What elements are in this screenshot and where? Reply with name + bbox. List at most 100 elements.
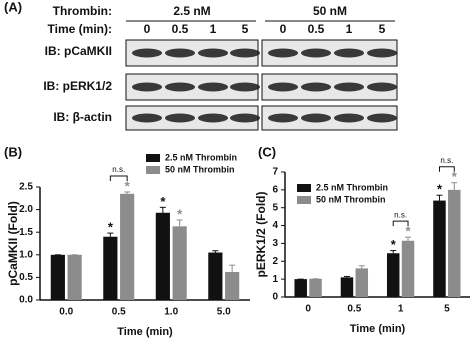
bar (355, 268, 369, 297)
time-label: 1 (346, 22, 353, 36)
significance-marker: * (125, 178, 131, 193)
time-label: 5 (379, 22, 386, 36)
blot-band (367, 48, 397, 58)
significance-marker: * (405, 224, 411, 239)
y-tick-label: 2.0 (19, 204, 33, 215)
bar (172, 226, 187, 300)
blot-band (132, 113, 162, 123)
time-label: 0 (144, 22, 151, 36)
y-tick-label: 0 (272, 292, 278, 303)
legend-label: 2.5 nM Thrombin (316, 182, 388, 192)
x-tick-label: 0.0 (59, 307, 73, 318)
panel-label: (A) (4, 0, 22, 14)
blot-band (165, 113, 195, 123)
bracket-label: n.s. (394, 210, 407, 219)
significance-marker: * (437, 182, 443, 197)
y-tick-label: 0.0 (19, 295, 33, 306)
blot-band (301, 113, 331, 123)
blot-band (230, 48, 260, 58)
bar (309, 278, 322, 297)
legend-label: 2.5 nM Thrombin (165, 152, 237, 162)
blot-band (268, 113, 298, 123)
blot-band (132, 48, 162, 58)
significance-marker: * (177, 206, 183, 221)
y-tick-label: 4 (272, 220, 278, 231)
blot-band (198, 113, 228, 123)
time-label: Time (min): (48, 22, 112, 36)
bracket-label: n.s. (112, 165, 125, 174)
blot-band (301, 82, 331, 92)
bar (225, 271, 240, 300)
y-axis-label: pCaMKII (Fold) (6, 201, 20, 286)
significance-marker: * (108, 220, 114, 235)
y-tick-label: 5 (272, 202, 278, 213)
row-label: IB: β-actin (53, 110, 112, 124)
blot-band (132, 82, 162, 92)
y-tick-label: 1.5 (19, 227, 33, 238)
y-tick-label: 6 (272, 184, 278, 195)
time-label: 0.5 (308, 22, 325, 36)
bar (50, 254, 65, 300)
time-label: 1 (210, 22, 217, 36)
blot-band (301, 48, 331, 58)
x-tick-label: 5.0 (217, 307, 231, 318)
row-label: IB: pERK1/2 (43, 79, 112, 93)
significance-marker: * (391, 237, 397, 252)
blot-band (230, 113, 260, 123)
bar (120, 193, 135, 300)
bar (208, 252, 223, 300)
blot-band (334, 113, 364, 123)
dose-label: 50 nM (313, 4, 347, 18)
legend-swatch (297, 184, 311, 192)
chart-title: (C) (258, 144, 276, 159)
bracket (392, 220, 409, 227)
blot-band (334, 82, 364, 92)
bar (103, 236, 118, 300)
y-axis-label: pERK1/2 (Fold) (254, 191, 268, 277)
blot-band (230, 82, 260, 92)
y-tick-label: 1.0 (19, 249, 33, 260)
bracket (109, 175, 128, 181)
chart-title: (B) (4, 144, 22, 159)
y-tick-label: 2 (272, 256, 278, 267)
x-tick-label: 0 (305, 304, 311, 315)
blot-band (165, 48, 195, 58)
y-tick-label: 7 (272, 167, 278, 178)
bar (448, 189, 461, 297)
blot-band (165, 82, 195, 92)
significance-marker: * (160, 194, 166, 209)
x-axis-label: Time (min) (350, 323, 406, 335)
y-tick-label: 2.5 (19, 182, 33, 193)
time-label: 0 (280, 22, 287, 36)
legend-label: 50 nM Thrombin (316, 194, 386, 204)
bar (294, 279, 307, 297)
bracket (438, 166, 455, 172)
blot-band (334, 48, 364, 58)
blot-band (198, 48, 228, 58)
x-tick-label: 5 (444, 304, 450, 315)
legend-label: 50 nM Thrombin (165, 164, 235, 174)
legend-swatch (146, 154, 160, 162)
row-label: IB: pCaMKII (45, 44, 112, 58)
x-tick-label: 1.0 (164, 307, 178, 318)
bracket-label: n.s. (440, 156, 453, 165)
blot-band (268, 82, 298, 92)
dose-label: 2.5 nM (173, 4, 210, 18)
bar (340, 277, 354, 297)
thrombin-label: Thrombin: (53, 4, 112, 18)
y-tick-label: 1 (272, 274, 278, 285)
bar (433, 200, 446, 297)
legend-swatch (146, 166, 160, 174)
bar (386, 253, 400, 297)
y-tick-label: 3 (272, 238, 278, 249)
bar (67, 254, 82, 300)
blot-band (367, 82, 397, 92)
time-label: 0.5 (172, 22, 189, 36)
x-tick-label: 1 (398, 304, 404, 315)
x-tick-label: 0.5 (112, 307, 126, 318)
blot-band (268, 48, 298, 58)
bar (401, 240, 415, 297)
x-axis-label: Time (min) (117, 326, 173, 338)
x-tick-label: 0.5 (347, 304, 361, 315)
